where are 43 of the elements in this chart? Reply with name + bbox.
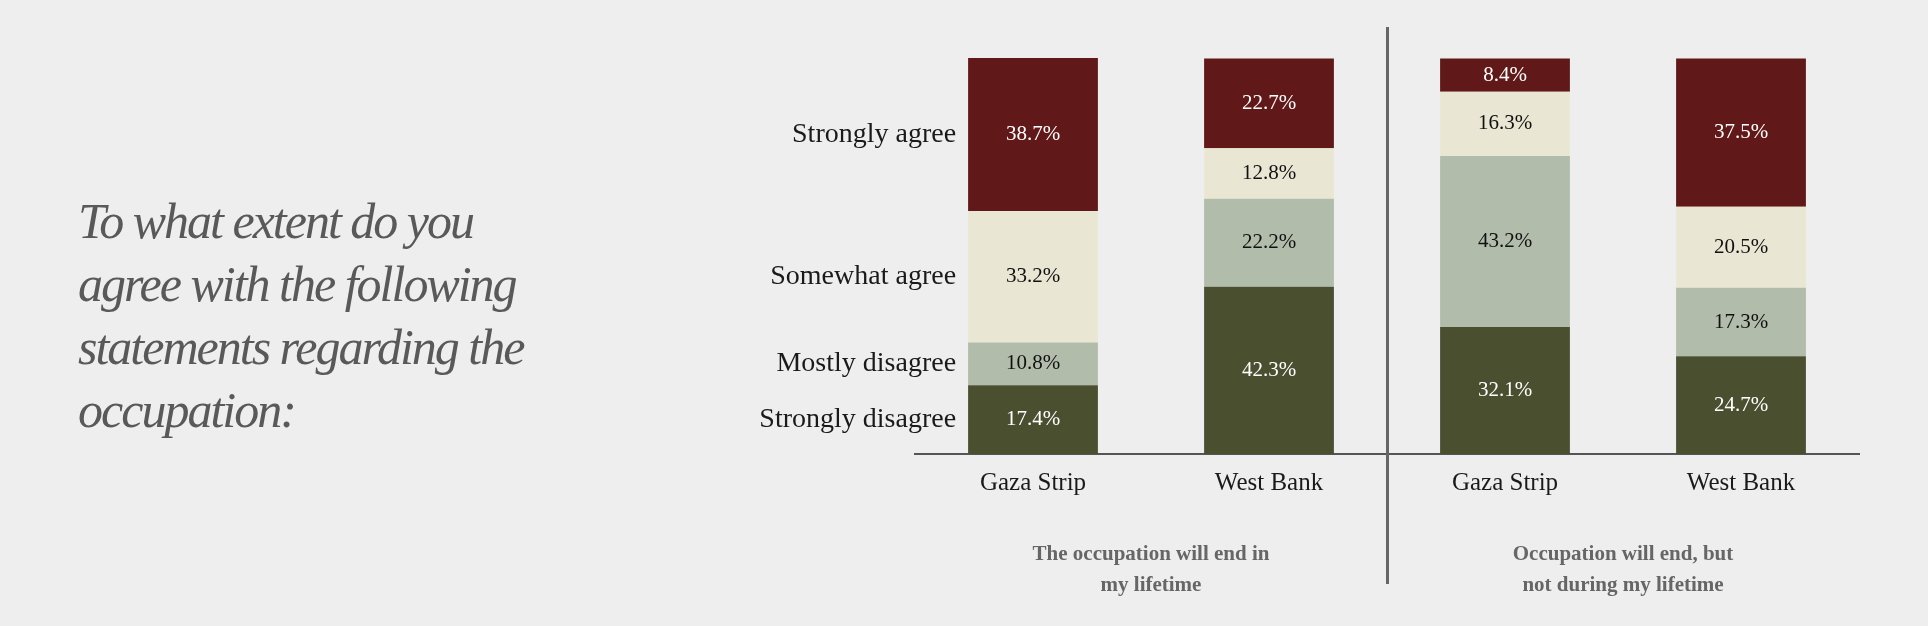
data-label: 17.4% [1005,406,1061,431]
text: Occupation will end, but not during my lifetime [1512,541,1734,596]
text: To what extent do you agree with the following statements regarding the occupation: [78,192,525,440]
bar [1204,58,1334,149]
x-tick-label: West Bank [1214,467,1324,495]
series-label: Strongly agree [792,116,957,148]
series-label: Somewhat agree [770,259,957,291]
bar [968,342,1098,386]
data-label: 10.8% [1005,350,1061,375]
bar [1204,286,1334,454]
bar [968,58,1098,212]
bar [968,385,1098,454]
data-label: 17.3% [1713,308,1769,333]
bar [1676,58,1806,207]
data-label: 22.2% [1241,229,1297,254]
data-label: 32.1% [1477,377,1533,402]
data-label: 38.7% [1005,121,1061,146]
bar [1440,156,1570,328]
data-label: 8.4% [1483,61,1527,86]
series-label: Mostly disagree [776,346,957,378]
data-label: 33.2% [1005,263,1061,288]
series-label: Strongly disagree [759,401,957,433]
data-label: 42.3% [1241,356,1297,381]
bar [1440,327,1570,454]
bar [1204,148,1334,199]
data-label: 20.5% [1713,233,1769,258]
bar [1676,287,1806,357]
data-label: 22.7% [1241,89,1297,114]
bar [1204,198,1334,287]
bar [968,211,1098,343]
x-tick-label: Gaza Strip [979,467,1087,495]
bar [1676,356,1806,454]
data-label: 12.8% [1241,160,1297,185]
bar [1676,206,1806,288]
data-label: 43.2% [1477,228,1533,253]
x-tick-label: West Bank [1686,467,1796,495]
data-label: 24.7% [1713,391,1769,416]
x-tick-label: Gaza Strip [1451,467,1559,495]
bar [1440,91,1570,157]
bar [1440,58,1570,92]
data-label: 37.5% [1713,119,1769,144]
text: The occupation will end in my lifetime [1032,541,1270,596]
data-label: 16.3% [1477,110,1533,135]
